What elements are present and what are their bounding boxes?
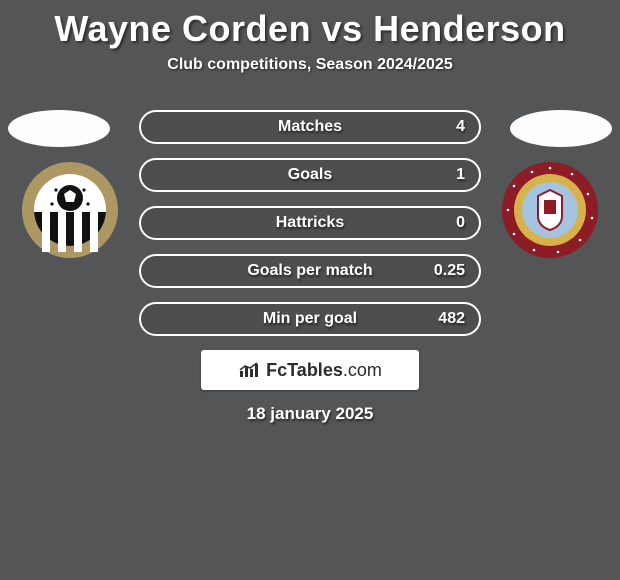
stat-value: 482 [438,304,465,334]
root: Wayne Corden vs Henderson Club competiti… [0,0,620,424]
stat-label: Matches [141,112,479,142]
page-subtitle: Club competitions, Season 2024/2025 [0,56,620,74]
club-badge-left [20,160,120,260]
stat-label: Goals per match [141,256,479,286]
stat-value: 1 [456,160,465,190]
stat-value: 4 [456,112,465,142]
comparison-panel: Matches 4 Goals 1 Hattricks 0 Goals per … [0,110,620,424]
page-title: Wayne Corden vs Henderson [0,8,620,50]
footer-date: 18 january 2025 [0,404,620,424]
brand-suffix: .com [343,360,382,380]
player-avatar-left [8,110,110,147]
player-avatar-right [510,110,612,147]
stat-value: 0 [456,208,465,238]
stat-label: Hattricks [141,208,479,238]
stat-row: Hattricks 0 [139,206,481,240]
club-badge-right [500,160,600,260]
stat-label: Goals [141,160,479,190]
brand-badge: FcTables.com [201,350,419,390]
stat-bars: Matches 4 Goals 1 Hattricks 0 Goals per … [139,110,481,336]
stat-value: 0.25 [434,256,465,286]
stat-row: Min per goal 482 [139,302,481,336]
brand-text: FcTables.com [266,360,382,381]
stat-row: Matches 4 [139,110,481,144]
stat-row: Goals per match 0.25 [139,254,481,288]
brand-name: FcTables [266,360,343,380]
chart-icon [238,361,260,379]
stat-row: Goals 1 [139,158,481,192]
stat-label: Min per goal [141,304,479,334]
